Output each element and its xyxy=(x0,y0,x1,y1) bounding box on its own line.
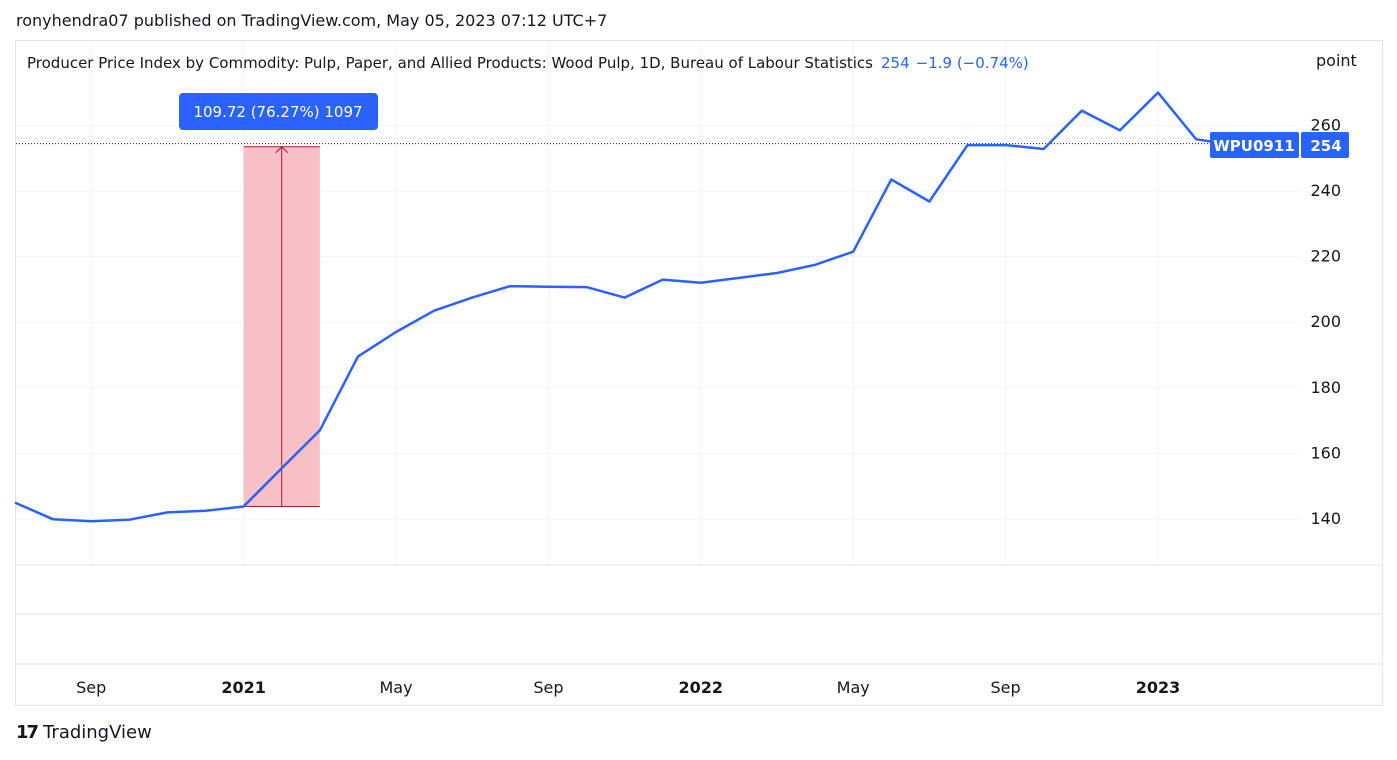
x-tick-label: Sep xyxy=(76,678,106,697)
y-tick-label: 200 xyxy=(1310,312,1341,331)
price-tag-value-background xyxy=(1301,132,1349,158)
measure-label[interactable]: 109.72 (76.27%) 1097 xyxy=(179,93,378,130)
legend-change: −1.9 (−0.74%) xyxy=(915,54,1029,72)
y-tick-label: 160 xyxy=(1310,443,1341,462)
y-tick-label: 220 xyxy=(1310,247,1341,266)
x-axis-labels: Sep 2021 May Sep 2022 May Sep 2023 xyxy=(76,678,1180,697)
measure-tool[interactable] xyxy=(243,146,320,508)
price-tag-value: 254 xyxy=(1310,137,1341,155)
x-tick-label: 2021 xyxy=(221,678,266,697)
x-tick-label: 2023 xyxy=(1136,678,1181,697)
chart-frame xyxy=(15,40,1383,706)
y-axis-unit-label: point xyxy=(1316,51,1357,70)
y-tick-label: 240 xyxy=(1310,181,1341,200)
y-tick-label: 260 xyxy=(1310,115,1341,134)
price-tag-symbol-background xyxy=(1210,132,1299,158)
legend-last-value: 254 xyxy=(881,54,910,72)
series-line-wpu0911[interactable] xyxy=(14,91,1235,523)
x-tick-label: Sep xyxy=(991,678,1021,697)
measure-label-text: 109.72 (76.27%) 1097 xyxy=(193,103,362,121)
brand-name: TradingView xyxy=(43,722,152,743)
x-tick-label: May xyxy=(837,678,870,697)
x-tick-label: May xyxy=(379,678,412,697)
series-title: Producer Price Index by Commodity: Pulp,… xyxy=(27,54,873,72)
series-legend: Producer Price Index by Commodity: Pulp,… xyxy=(27,54,1029,72)
tradingview-logo-icon: 17 xyxy=(16,722,39,743)
y-tick-label: 140 xyxy=(1310,509,1341,528)
price-tag: WPU0911 254 xyxy=(1210,132,1349,158)
x-tick-label: 2022 xyxy=(679,678,724,697)
y-tick-label: 180 xyxy=(1310,378,1341,397)
y-axis-labels: 140 160 180 200 220 240 260 xyxy=(1310,115,1341,528)
measure-label-background xyxy=(179,93,378,130)
published-by-header: ronyhendra07 published on TradingView.co… xyxy=(16,11,608,30)
x-tick-label: Sep xyxy=(533,678,563,697)
tradingview-brand[interactable]: 17 TradingView xyxy=(16,722,152,743)
price-tag-symbol: WPU0911 xyxy=(1213,137,1294,155)
